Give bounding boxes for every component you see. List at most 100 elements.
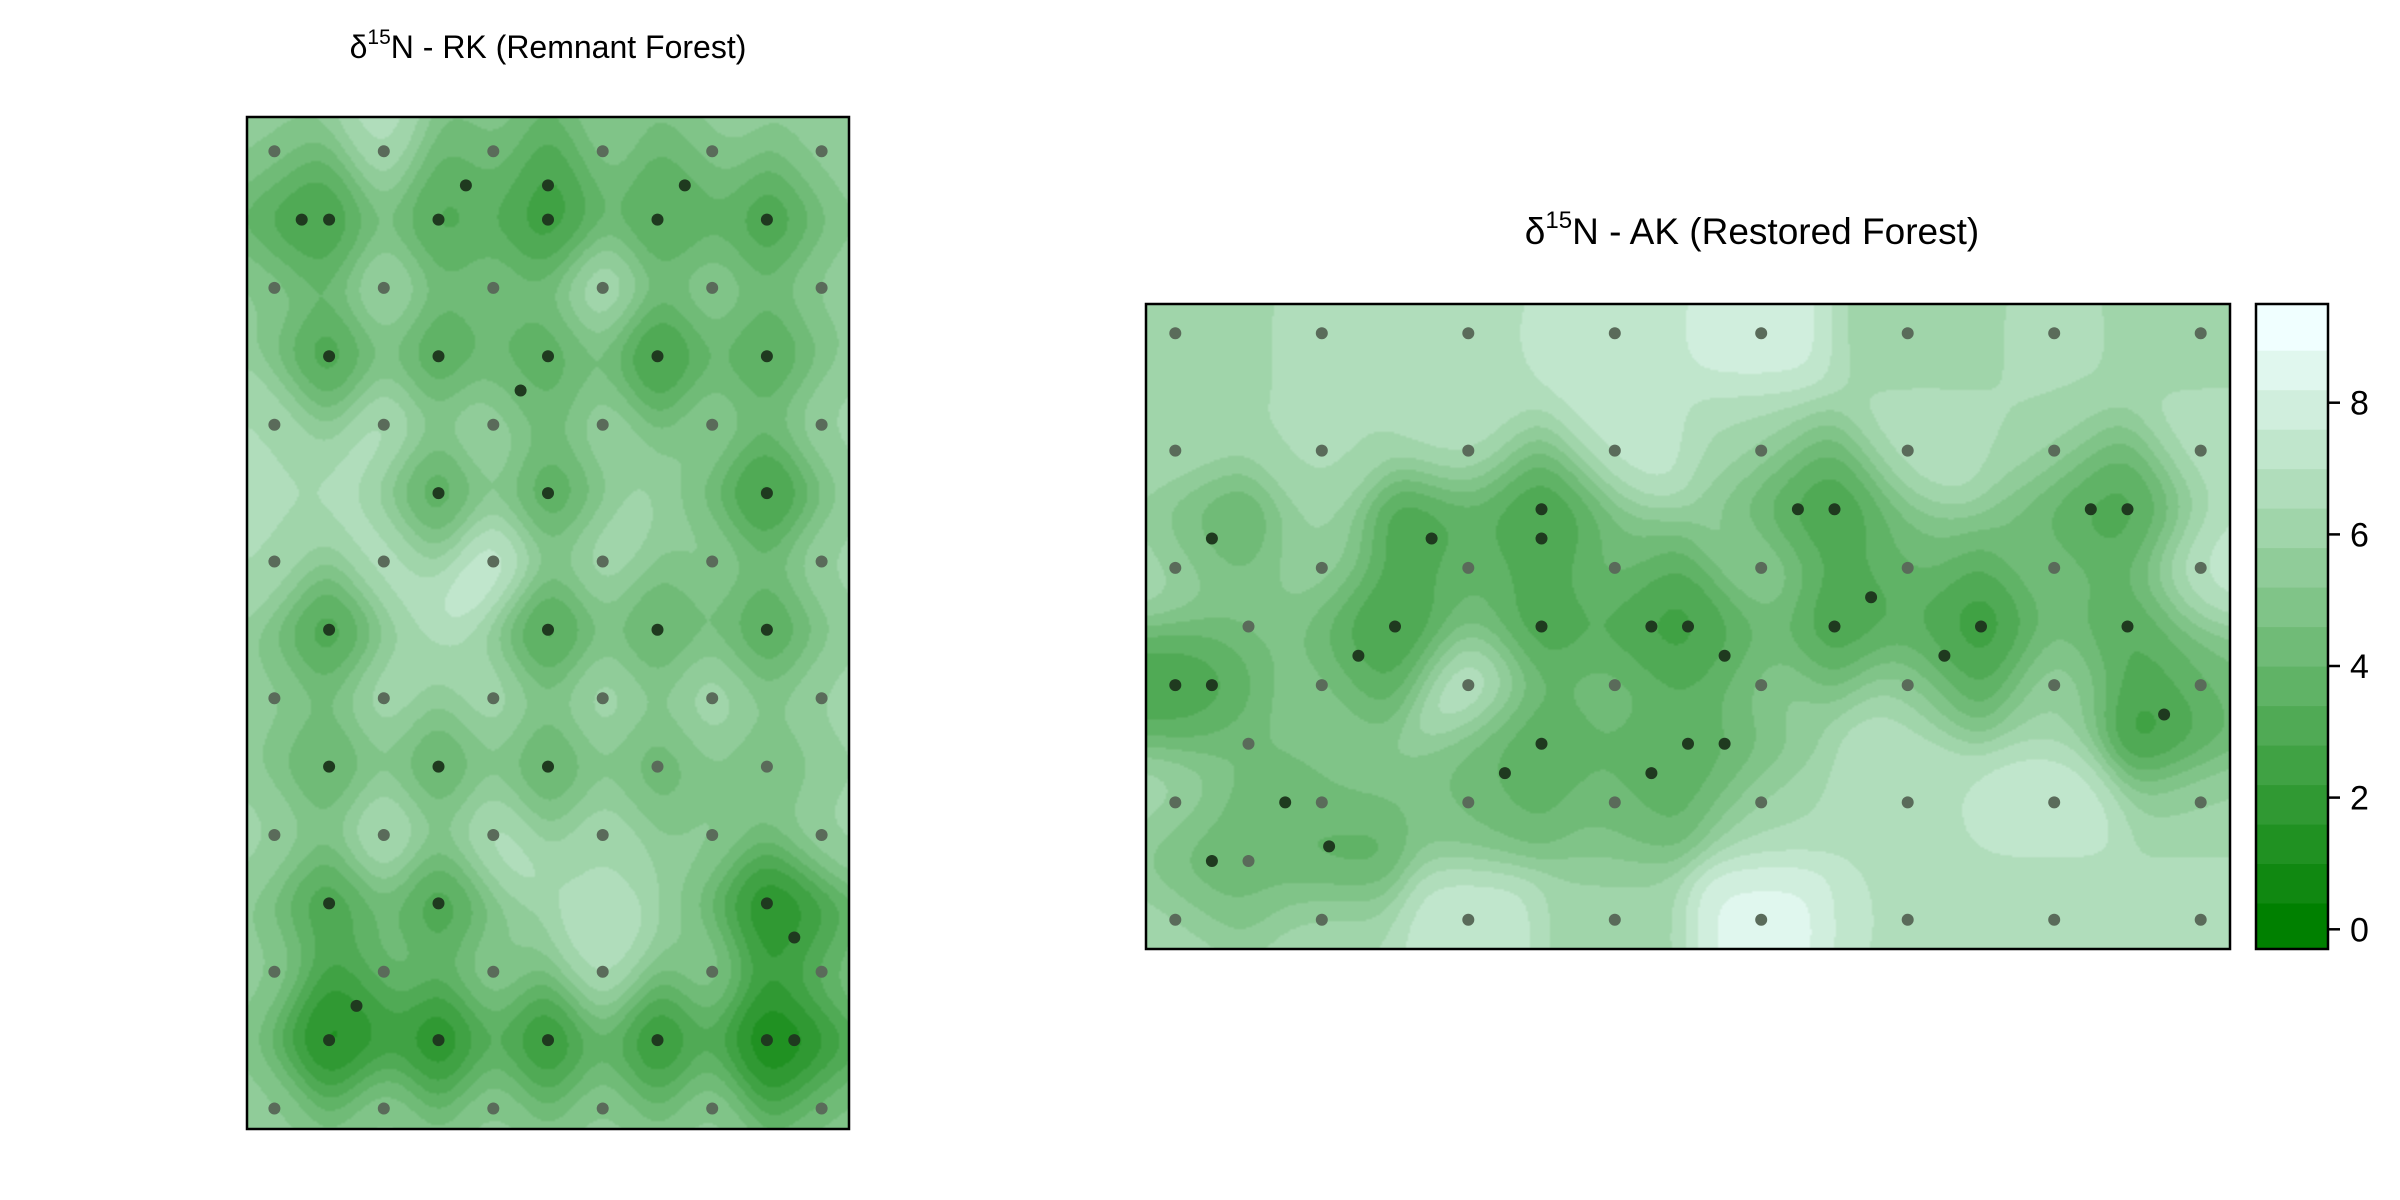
colorbar-tick-label: 4 (2350, 648, 2369, 686)
sample-point (432, 213, 445, 226)
sample-point (596, 829, 609, 841)
sample-point (1901, 796, 1914, 809)
sample-point (815, 829, 828, 841)
ak-title-text: N - AK (Restored Forest) (1572, 211, 1979, 252)
sample-point (1901, 561, 1914, 574)
sample-point (678, 179, 691, 192)
sample-point (323, 760, 336, 773)
sample-point (487, 1102, 500, 1115)
sample-point (1462, 444, 1475, 457)
sample-point (1608, 327, 1621, 340)
colorbar-tick-label: 2 (2350, 780, 2369, 818)
rk-title-delta: δ (350, 29, 368, 65)
sample-point (1608, 796, 1621, 809)
sample-point (432, 350, 445, 363)
rk-title-superscript: 15 (367, 26, 390, 49)
sample-point (542, 213, 554, 226)
sample-point (432, 487, 445, 500)
ak-title: δ15N - AK (Restored Forest) (1525, 207, 1979, 252)
sample-point (1828, 620, 1841, 633)
sample-point (2048, 679, 2061, 692)
sample-point (350, 999, 363, 1012)
sample-point (1755, 913, 1768, 926)
sample-point (1242, 737, 1255, 750)
sample-point (377, 829, 390, 841)
sample-point (1205, 532, 1218, 545)
sample-point (487, 555, 500, 568)
sample-point (706, 418, 719, 431)
sample-point (651, 760, 664, 773)
sample-point (268, 145, 281, 158)
sample-point (323, 350, 336, 363)
colorbar-band (2256, 429, 2328, 470)
sample-point (323, 1034, 336, 1047)
sample-point (487, 145, 500, 158)
sample-point (1169, 913, 1182, 926)
sample-point (1169, 796, 1182, 809)
ak-plot-area (1146, 304, 2230, 949)
sample-point (1279, 796, 1292, 809)
sample-point (2194, 679, 2207, 692)
sample-point (323, 623, 336, 636)
sample-point (706, 965, 719, 978)
sample-point (2084, 503, 2097, 516)
colorbar-ticks: 0 2 4 6 8 (2328, 385, 2369, 949)
sample-point (377, 965, 390, 978)
sample-point (1608, 561, 1621, 574)
sample-point (542, 623, 554, 636)
sample-point (1315, 913, 1328, 926)
sample-point (2048, 444, 2061, 457)
sample-point (542, 350, 554, 363)
sample-point (2121, 503, 2134, 516)
sample-point (1608, 679, 1621, 692)
colorbar-tick-label: 0 (2350, 911, 2369, 949)
sample-point (377, 1102, 390, 1115)
sample-point (487, 692, 500, 705)
sample-point (596, 1102, 609, 1115)
sample-point (596, 418, 609, 431)
sample-point (1242, 620, 1255, 633)
sample-point (432, 1034, 445, 1047)
sample-point (1755, 444, 1768, 457)
colorbar-band (2256, 784, 2328, 825)
sample-point (542, 1034, 554, 1047)
sample-point (1608, 913, 1621, 926)
sample-point (815, 965, 828, 978)
sample-point (377, 281, 390, 294)
sample-point (1462, 327, 1475, 340)
sample-point (1608, 444, 1621, 457)
ak-title-superscript: 15 (1545, 207, 1572, 234)
colorbar-bands (2256, 304, 2328, 950)
sample-point (706, 555, 719, 568)
sample-point (542, 487, 554, 500)
sample-point (268, 418, 281, 431)
sample-point (1975, 620, 1987, 633)
sample-point (596, 281, 609, 294)
sample-point (596, 555, 609, 568)
sample-point (542, 179, 554, 192)
sample-point (1205, 679, 1218, 692)
sample-point (651, 1034, 664, 1047)
sample-point (1645, 767, 1658, 780)
rk-plot-area (247, 117, 849, 1129)
sample-point (2194, 561, 2207, 574)
sample-point (815, 281, 828, 294)
sample-point (487, 829, 500, 841)
sample-point (2194, 327, 2207, 340)
sample-point (815, 145, 828, 158)
sample-point (651, 213, 664, 226)
rk-title: δ15N - RK (Remnant Forest) (350, 26, 747, 65)
sample-point (1682, 620, 1694, 633)
sample-point (1315, 796, 1328, 809)
colorbar-band (2256, 587, 2328, 628)
sample-point (268, 281, 281, 294)
sample-point (1462, 679, 1475, 692)
sample-point (1315, 561, 1328, 574)
sample-point (268, 829, 281, 841)
sample-point (1242, 855, 1255, 867)
ak-plot-frame (1144, 302, 2232, 951)
sample-point (1901, 327, 1914, 340)
colorbar-band (2256, 468, 2328, 509)
sample-point (760, 897, 773, 910)
